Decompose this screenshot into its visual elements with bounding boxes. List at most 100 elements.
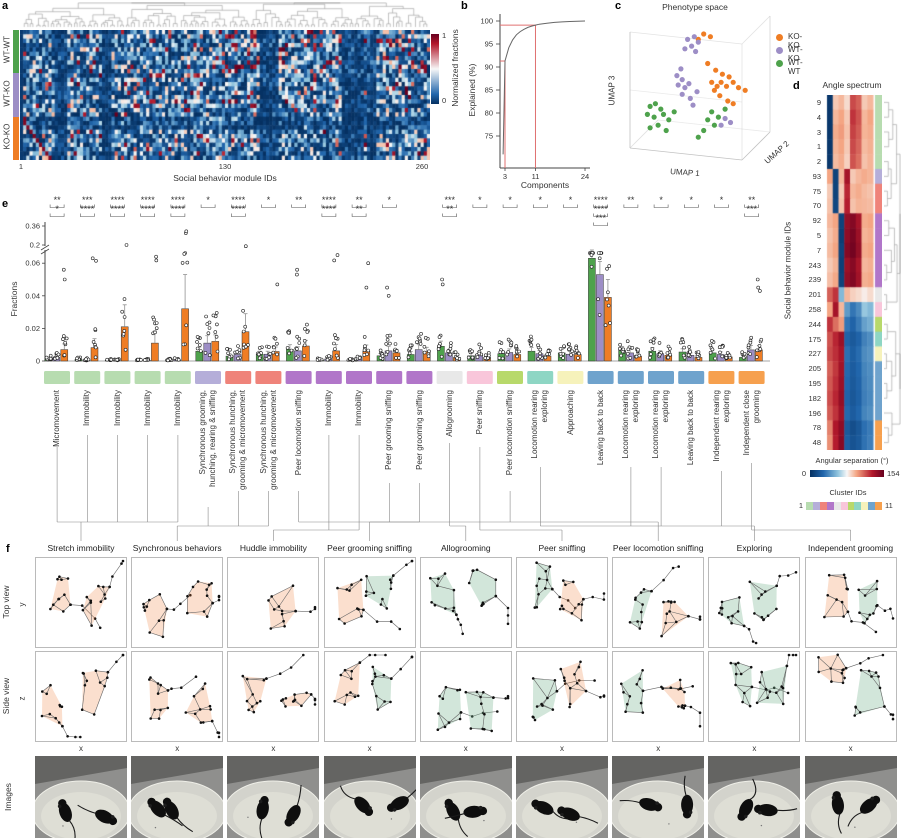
e-data-point: [241, 308, 245, 313]
e-category-label: Allogrooming: [444, 390, 454, 437]
e-bar-KO-KO: [513, 354, 522, 362]
mouse: [57, 799, 76, 838]
e-data-point: [652, 336, 657, 341]
panel-d-dendrogram: [884, 95, 901, 450]
e-data-point: [115, 358, 120, 363]
e-data-point: [561, 352, 565, 356]
e-data-point: [121, 332, 126, 336]
e-star-bracket: [653, 204, 669, 208]
mouse: [737, 778, 757, 821]
f-xlabel: x: [367, 744, 372, 753]
f-body-hull: [719, 597, 745, 626]
panel-a-label: a: [2, 0, 9, 12]
e-data-point: [687, 352, 691, 356]
panel-d-clusterids-label: Cluster IDs: [829, 488, 867, 497]
e-star-bracket: [442, 204, 457, 208]
panel-a-xtick-130: 130: [218, 162, 232, 171]
e-data-point: [696, 351, 700, 355]
e-star-bracket: [321, 213, 337, 217]
e-data-point: [233, 350, 237, 355]
c-point-WT-KO: [675, 82, 681, 88]
e-data-point: [740, 351, 745, 356]
e-data-point: [112, 357, 117, 362]
f-top-view-1: [131, 557, 224, 648]
c-point-WT-KO: [682, 46, 688, 52]
mouse: [339, 785, 373, 817]
e-star-bracket: [593, 204, 608, 208]
c-point-KO-KO: [735, 85, 742, 91]
e-data-point: [597, 313, 602, 317]
e-significance-stars: **: [446, 204, 454, 214]
e-data-point: [114, 357, 118, 362]
d-row-label: 2: [816, 157, 821, 167]
e-data-point: [272, 335, 277, 340]
e-data-point: [180, 261, 185, 265]
f-xlabel: x: [656, 744, 661, 753]
e-data-point: [198, 336, 202, 340]
e-data-point: [258, 355, 263, 359]
e-data-point: [185, 260, 190, 265]
e-data-point: [275, 341, 279, 346]
e-star-bracket: [110, 213, 125, 217]
c-point-WT-KO: [679, 77, 685, 83]
e-data-point: [748, 352, 753, 356]
e-data-point: [406, 355, 411, 360]
e-data-point: [380, 356, 385, 361]
e-ybreak-tick: 0.2: [30, 241, 40, 250]
e-data-point: [574, 344, 579, 349]
e-data-point: [720, 345, 725, 349]
panel-e-ylabel: Fractions: [9, 281, 19, 317]
e-significance-stars: *: [508, 195, 512, 205]
e-data-point: [334, 336, 338, 341]
f-top-view-4: [419, 557, 512, 648]
e-data-point: [634, 354, 639, 359]
panel-b-label: b: [461, 0, 468, 12]
e-data-point: [536, 345, 541, 350]
e-data-point: [238, 355, 242, 360]
e-data-point: [577, 351, 581, 356]
e-outlier-point: [275, 282, 280, 287]
e-data-point: [417, 336, 422, 341]
panel-a-row-label-wtwt: WT-WT: [2, 35, 12, 64]
e-bar-WT-WT: [316, 359, 324, 362]
d-row-label: 3: [816, 127, 821, 137]
e-data-point: [635, 349, 640, 354]
e-bar-KO-KO: [332, 350, 340, 362]
d-row-label: 196: [808, 408, 821, 418]
e-significance-stars: *: [690, 195, 694, 205]
e-data-point: [475, 353, 479, 358]
e-data-point: [394, 356, 398, 360]
e-bar-WT-KO: [445, 352, 453, 362]
e-data-point: [648, 352, 653, 356]
c-point-WT-WT: [651, 114, 657, 120]
cluster-id-swatch: [833, 502, 841, 510]
f-top-view-6: [612, 557, 705, 648]
f-image-8: [804, 756, 897, 838]
e-data-point: [366, 348, 371, 353]
e-data-point: [596, 297, 600, 302]
f-side-view-2: [227, 651, 320, 742]
e-data-point: [757, 348, 762, 352]
e-bar-KO-KO: [422, 351, 431, 362]
e-category-label: Synchronous grooming, hunching, rearing &…: [198, 390, 217, 487]
c-point-KO-KO: [723, 83, 730, 89]
e-bar-KO-KO: [120, 326, 129, 362]
f-side-view-7: [708, 651, 801, 742]
e-bar-KO-KO: [392, 352, 401, 362]
e-data-point: [55, 353, 60, 358]
d-row-label: 9: [816, 97, 821, 107]
e-bar-WT-WT: [678, 351, 687, 362]
e-data-point: [620, 349, 625, 354]
e-data-point: [447, 349, 451, 354]
e-data-point: [117, 357, 121, 361]
panel-e-label: e: [2, 198, 9, 210]
c-point-KO-KO: [718, 79, 724, 85]
e-data-point: [514, 349, 519, 354]
e-star-bracket: [533, 204, 548, 208]
e-significance-stars: ***: [746, 204, 757, 214]
e-bar-WT-WT: [648, 350, 657, 362]
e-data-point: [426, 352, 431, 357]
e-significance-stars: ****: [110, 204, 125, 214]
e-data-point: [144, 357, 149, 362]
f-xlabel: x: [271, 744, 276, 753]
